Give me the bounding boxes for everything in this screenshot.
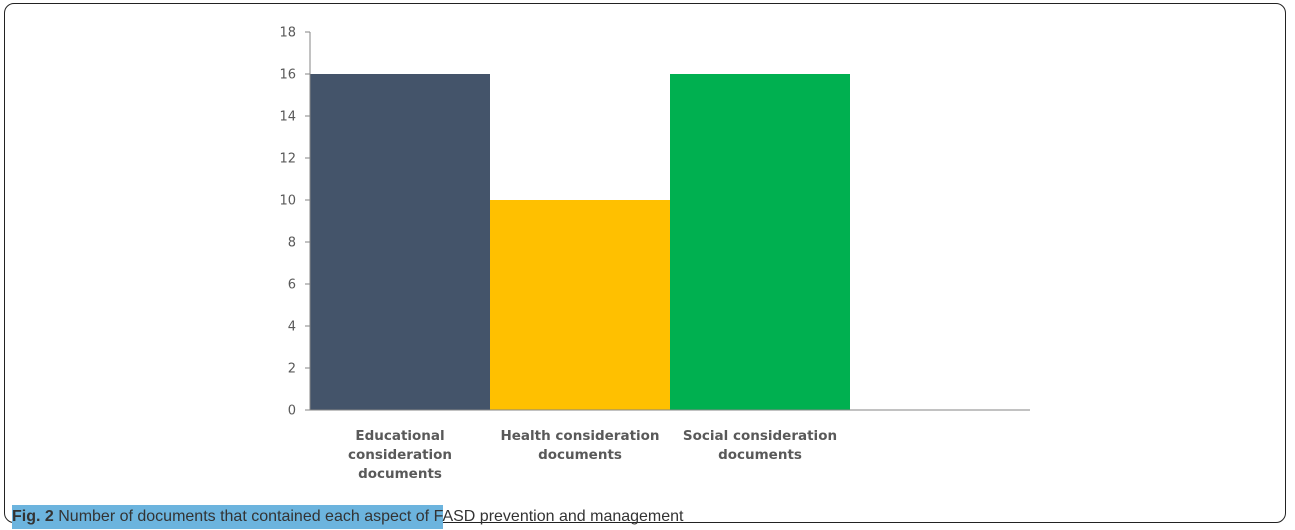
y-tick-label: 2 [288,362,296,377]
caption-highlight [12,505,443,529]
y-tick-label: 16 [279,68,296,83]
category-label-1: Educational consideration documents [348,428,452,482]
category-label-3: Social consideration documents [683,428,837,463]
category-label-2: Health consideration documents [500,428,659,463]
y-tick-label: 10 [279,194,296,209]
bar-chart: 0 2 4 6 8 10 12 14 16 18 Educational consideration d… [279,26,1030,482]
y-tick-label: 4 [288,320,296,335]
caption-text: Number of documents that contained each … [58,508,684,525]
y-tick-label: 12 [279,152,296,167]
y-tick-label: 14 [279,110,296,125]
bar-2 [490,200,670,410]
bar-1 [310,74,490,410]
y-tick-label: 0 [288,404,296,419]
figure-label: Fig. 2 [12,508,54,525]
figure-caption: Fig. 2 Number of documents that containe… [12,505,684,529]
bar-3 [670,74,850,410]
y-tick-label: 8 [288,236,296,251]
y-tick-label: 6 [288,278,296,293]
y-tick-label: 18 [279,26,296,41]
